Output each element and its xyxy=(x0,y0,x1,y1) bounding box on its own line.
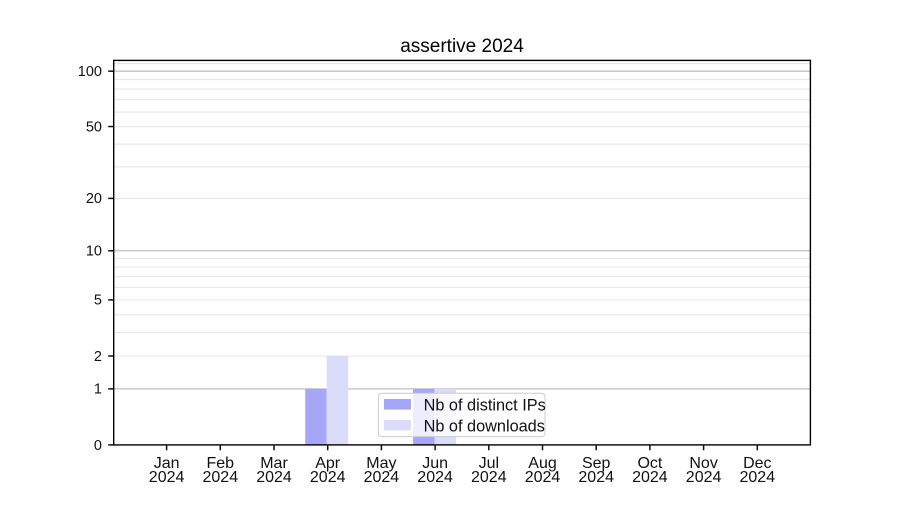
svg-text:2024: 2024 xyxy=(471,469,507,486)
svg-text:2024: 2024 xyxy=(417,469,453,486)
svg-text:2024: 2024 xyxy=(578,469,614,486)
svg-text:2024: 2024 xyxy=(364,469,400,486)
svg-text:100: 100 xyxy=(78,64,102,80)
svg-text:5: 5 xyxy=(94,293,102,309)
svg-text:2024: 2024 xyxy=(310,469,346,486)
svg-text:2024: 2024 xyxy=(632,469,668,486)
svg-text:assertive 2024: assertive 2024 xyxy=(400,36,524,57)
svg-text:2024: 2024 xyxy=(256,469,292,486)
svg-text:1: 1 xyxy=(94,382,102,398)
svg-text:Nb of downloads: Nb of downloads xyxy=(424,417,545,435)
svg-text:2024: 2024 xyxy=(149,469,185,486)
svg-text:0: 0 xyxy=(94,438,102,454)
svg-text:10: 10 xyxy=(86,244,102,260)
svg-text:2024: 2024 xyxy=(203,469,239,486)
svg-text:20: 20 xyxy=(86,191,102,207)
svg-text:50: 50 xyxy=(86,119,102,135)
svg-text:2024: 2024 xyxy=(525,469,561,486)
svg-text:2: 2 xyxy=(94,349,102,365)
svg-text:Nb of distinct IPs: Nb of distinct IPs xyxy=(424,397,546,415)
svg-text:2024: 2024 xyxy=(686,469,722,486)
svg-text:2024: 2024 xyxy=(740,469,776,486)
